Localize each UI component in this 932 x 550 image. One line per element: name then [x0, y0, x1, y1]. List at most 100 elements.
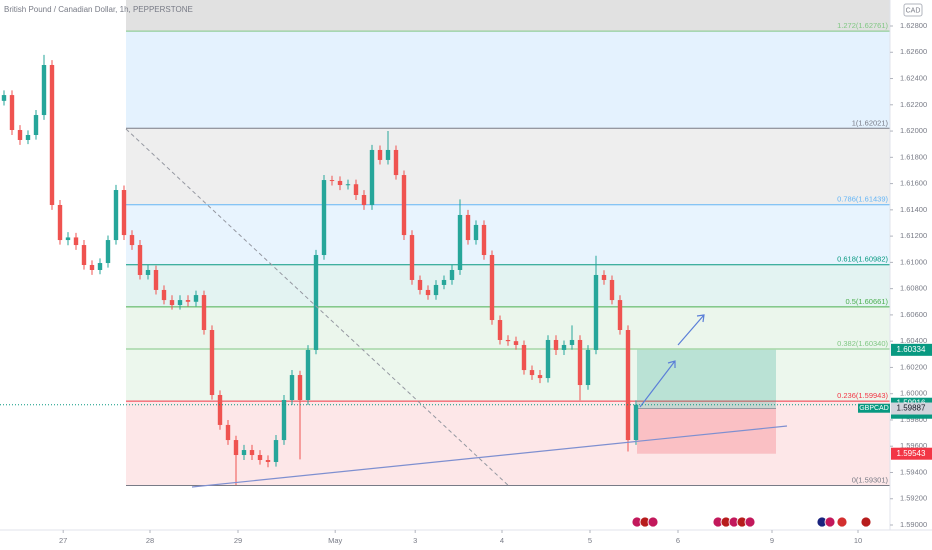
fib-label: 0.618(1.60982) — [837, 255, 888, 264]
candle-body — [337, 180, 343, 186]
candle-body — [185, 300, 191, 302]
candle-body — [497, 320, 503, 340]
y-tick-label: 1.60000 — [900, 389, 927, 398]
candle-body — [249, 450, 255, 456]
candle-body — [89, 265, 95, 270]
candle-body — [97, 263, 103, 270]
candle-body — [273, 440, 279, 462]
candle-body — [73, 237, 79, 246]
y-tick-label: 1.61000 — [900, 257, 927, 266]
candle-body — [633, 404, 639, 441]
x-tick-label: 29 — [234, 536, 242, 545]
candle-body — [585, 349, 591, 386]
y-tick-label: 1.61200 — [900, 231, 927, 240]
candle-body — [25, 134, 31, 140]
candle-body — [209, 330, 215, 396]
x-tick-label: 10 — [854, 536, 862, 545]
price-marker-label: 1.59887 — [897, 404, 926, 413]
x-tick-label: 5 — [588, 536, 592, 545]
candle-body — [393, 149, 399, 176]
x-tick-label: 28 — [146, 536, 154, 545]
candle-body — [529, 370, 535, 376]
candle-body — [609, 279, 615, 301]
event-icons — [631, 516, 872, 528]
symbol-tag — [858, 403, 890, 413]
candle-body — [33, 115, 39, 135]
fib-zone — [126, 31, 890, 129]
x-tick-label: 4 — [500, 536, 504, 545]
candle-body — [361, 195, 367, 205]
fib-label: 0.236(1.59943) — [837, 391, 888, 400]
position-loss — [637, 408, 776, 454]
candle-body — [177, 300, 183, 306]
fib-label: 0.5(1.60661) — [845, 297, 888, 306]
candle-body — [321, 180, 327, 256]
candle-body — [129, 235, 135, 246]
fib-zone — [126, 0, 890, 32]
currency-box[interactable] — [903, 3, 923, 17]
candle-body — [281, 399, 287, 441]
fib-label: 1(1.62021) — [852, 118, 889, 127]
y-tick-label: 1.62200 — [900, 100, 927, 109]
fib-zone — [126, 128, 890, 205]
candle-body — [369, 149, 375, 205]
y-tick-label: 1.60800 — [900, 284, 927, 293]
candle-body — [481, 224, 487, 256]
candle-body — [505, 339, 511, 342]
candle-body — [241, 450, 247, 456]
candle-body — [601, 274, 607, 280]
candle-body — [433, 284, 439, 296]
candles — [1, 54, 639, 485]
x-tick-label: 9 — [770, 536, 774, 545]
candle-body — [569, 339, 575, 345]
currency-label: CAD — [906, 7, 921, 14]
candle-body — [145, 269, 151, 275]
fib-label: 0.786(1.61439) — [837, 195, 888, 204]
y-tick-label: 1.62800 — [900, 21, 927, 30]
candle-body — [193, 295, 199, 302]
fib-zone — [126, 204, 890, 265]
fib-zone — [126, 401, 890, 486]
x-tick-label: 6 — [676, 536, 680, 545]
trend-line — [191, 425, 788, 488]
candle-body — [561, 344, 567, 350]
y-tick-label: 1.59800 — [900, 415, 927, 424]
fib-label: 0.382(1.60340) — [837, 339, 888, 348]
candle-body — [385, 149, 391, 160]
y-tick-label: 1.60600 — [900, 310, 927, 319]
drawings — [125, 128, 788, 488]
arrow — [677, 314, 705, 346]
candle-body — [625, 330, 631, 441]
y-tick-label: 1.61600 — [900, 179, 927, 188]
x-tick-label: 3 — [413, 536, 417, 545]
candle-body — [105, 240, 111, 264]
candle-body — [465, 214, 471, 241]
chart-title: British Pound / Canadian Dollar, 1h, PEP… — [4, 5, 193, 14]
candle-body — [345, 184, 351, 186]
fib-label: 1.272(1.62761) — [837, 21, 888, 30]
fib-zones: 0(1.59301) 0.236(1.59943) 0.382(1.60340) 0.… — [126, 0, 890, 486]
candle-body — [513, 341, 519, 345]
candle-body — [545, 339, 551, 379]
candle-body — [553, 339, 559, 350]
symbol-tag-label: GBPCAD — [859, 405, 889, 412]
forecast-arrows — [639, 314, 705, 408]
candle-body — [489, 255, 495, 321]
y-tick-label: 1.61800 — [900, 152, 927, 161]
fib-label: 0(1.59301) — [852, 475, 889, 484]
fib-zone — [126, 349, 890, 402]
candle-body — [377, 149, 383, 160]
price-marker — [891, 343, 932, 356]
y-tick-label: 1.59600 — [900, 441, 927, 450]
candle-body — [153, 269, 159, 290]
candle-body — [577, 339, 583, 386]
candle-body — [57, 204, 63, 241]
y-tick-label: 1.62400 — [900, 74, 927, 83]
y-tick-label: 1.59200 — [900, 494, 927, 503]
candle-body — [521, 344, 527, 371]
y-tick-label: 1.60400 — [900, 336, 927, 345]
candle-body — [329, 180, 335, 182]
candle-body — [81, 245, 87, 265]
price-marker-label: 1.60334 — [897, 345, 926, 354]
